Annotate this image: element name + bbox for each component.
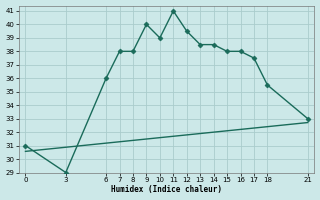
X-axis label: Humidex (Indice chaleur): Humidex (Indice chaleur) xyxy=(111,185,222,194)
